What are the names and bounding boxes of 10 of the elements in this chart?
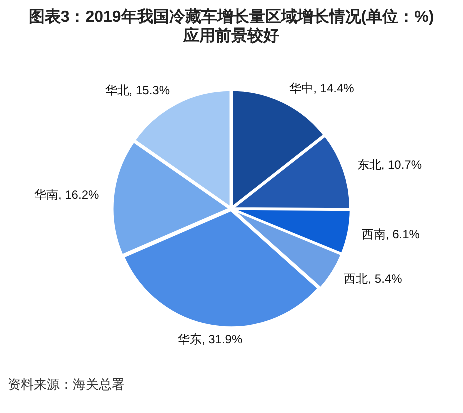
slice-label: 西南, 6.1%: [362, 227, 420, 242]
slice-label: 华中, 14.4%: [290, 82, 355, 96]
chart-subtitle: 应用前景较好: [182, 27, 280, 46]
slice-label: 华东, 31.9%: [178, 332, 243, 347]
slice-label: 华南, 16.2%: [34, 188, 100, 202]
chart-title: 图表3：2019年我国冷藏车增长量区域增长情况(单位：%): [28, 8, 436, 27]
text: 资料来源：海关总署: [8, 376, 125, 394]
slice-label: 西北, 5.4%: [344, 272, 403, 286]
slice-label: 华北, 15.3%: [105, 83, 170, 98]
slice-label: 东北, 10.7%: [357, 158, 422, 172]
